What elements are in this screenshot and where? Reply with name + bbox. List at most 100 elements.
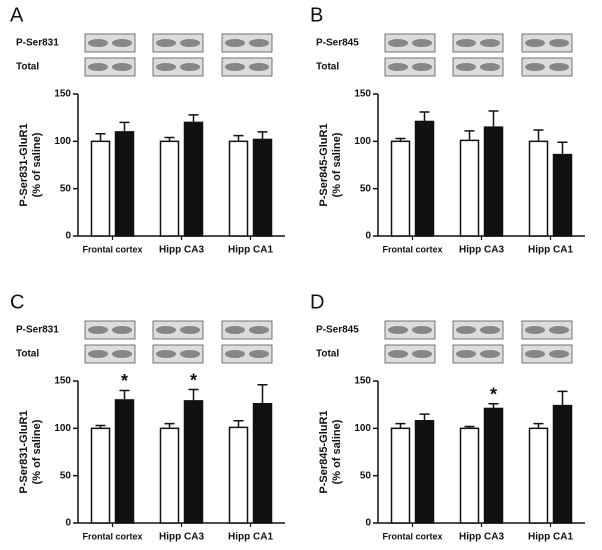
blot-band xyxy=(112,350,132,358)
blot-band xyxy=(456,63,476,71)
blot-label: P-Ser831 xyxy=(16,325,59,336)
y-axis-title-line: P-Ser831-GluR1 xyxy=(18,123,30,206)
bar xyxy=(414,420,435,524)
y-axis-title-line: (% of saline) xyxy=(331,419,343,484)
y-tick-label: 0 xyxy=(365,518,371,529)
blot-band xyxy=(156,63,176,71)
blot-band xyxy=(480,326,500,334)
blot-band xyxy=(456,350,476,358)
y-tick-label: 50 xyxy=(60,470,72,481)
blot-box xyxy=(384,344,436,364)
blot-band xyxy=(412,326,432,334)
blot-band xyxy=(388,326,408,334)
error-bar xyxy=(419,111,430,122)
bar xyxy=(183,400,204,524)
bar xyxy=(390,140,411,237)
blot-band xyxy=(480,63,500,71)
x-tick-label: Hipp CA3 xyxy=(459,245,504,256)
bar xyxy=(183,121,204,237)
bar xyxy=(552,153,573,237)
y-axis-title-line: P-Ser831-GluR1 xyxy=(18,410,30,493)
blot-box xyxy=(84,320,136,340)
blot-band xyxy=(388,39,408,47)
error-bar xyxy=(95,133,106,142)
bar xyxy=(90,140,111,237)
error-bar xyxy=(233,420,244,428)
blot-band xyxy=(549,350,569,358)
blot-band xyxy=(549,326,569,334)
bar xyxy=(252,402,273,524)
blot-box xyxy=(521,33,573,53)
bar xyxy=(114,131,135,237)
bar xyxy=(390,427,411,524)
blot-band xyxy=(549,39,569,47)
y-tick-label: 100 xyxy=(354,423,371,434)
blot-band xyxy=(180,326,200,334)
y-tick-label: 0 xyxy=(65,231,71,242)
blot-band xyxy=(525,39,545,47)
blot-band xyxy=(525,63,545,71)
blot-band xyxy=(180,350,200,358)
blot-band xyxy=(525,326,545,334)
bar xyxy=(459,139,480,237)
panel-letter: B xyxy=(310,4,323,26)
significance-star: * xyxy=(190,370,197,390)
blot-box xyxy=(452,344,504,364)
bar xyxy=(252,138,273,237)
blot-box xyxy=(84,57,136,77)
error-bar xyxy=(188,388,199,401)
blot-label: Total xyxy=(316,62,339,73)
bar xyxy=(528,427,549,524)
panel: B P-Ser845 Total P-Ser845-GluR1(% of saline… xyxy=(310,4,585,256)
blot-band xyxy=(456,326,476,334)
bar xyxy=(414,120,435,237)
blot-band xyxy=(156,326,176,334)
y-axis-title-line: P-Ser845-GluR1 xyxy=(318,410,330,493)
blot-band xyxy=(156,39,176,47)
bar xyxy=(483,126,504,237)
y-tick-label: 50 xyxy=(60,183,72,194)
blot-label: Total xyxy=(16,349,39,360)
blot-band xyxy=(225,326,245,334)
bar xyxy=(552,404,573,524)
blot-band xyxy=(412,63,432,71)
bar xyxy=(459,427,480,524)
error-bar xyxy=(533,129,544,142)
x-tick-label: Hipp CA3 xyxy=(159,532,204,543)
error-bar xyxy=(257,131,268,140)
blot-box xyxy=(221,344,273,364)
blot-band xyxy=(225,63,245,71)
blot-band xyxy=(525,350,545,358)
error-bar xyxy=(419,413,430,421)
x-tick-label: Frontal cortex xyxy=(82,531,142,541)
blot-box xyxy=(221,33,273,53)
y-tick-label: 50 xyxy=(360,183,372,194)
y-tick-label: 0 xyxy=(65,518,71,529)
panel-letter: D xyxy=(310,291,324,313)
y-axis-title-line: (% of saline) xyxy=(31,132,43,197)
y-tick-label: 100 xyxy=(54,136,71,147)
error-bar xyxy=(464,425,475,429)
blot-band xyxy=(112,326,132,334)
y-tick-label: 50 xyxy=(360,470,372,481)
y-axis-title: P-Ser831-GluR1(% of saline) xyxy=(18,123,43,206)
blot-box xyxy=(452,320,504,340)
blot-band xyxy=(480,39,500,47)
y-axis-title: P-Ser845-GluR1(% of saline) xyxy=(318,410,343,493)
x-tick-label: Hipp CA1 xyxy=(528,532,573,543)
error-bar xyxy=(164,422,175,429)
blot-band xyxy=(180,39,200,47)
error-bar xyxy=(95,424,106,429)
blot-band xyxy=(88,350,108,358)
blot-band xyxy=(156,350,176,358)
blot-band xyxy=(88,39,108,47)
error-bar xyxy=(164,136,175,142)
bar xyxy=(114,399,135,524)
blot-box xyxy=(152,57,204,77)
y-tick-label: 100 xyxy=(54,423,71,434)
blot-box xyxy=(152,344,204,364)
error-bar xyxy=(119,389,130,400)
y-tick-label: 0 xyxy=(365,231,371,242)
blot-band xyxy=(388,350,408,358)
